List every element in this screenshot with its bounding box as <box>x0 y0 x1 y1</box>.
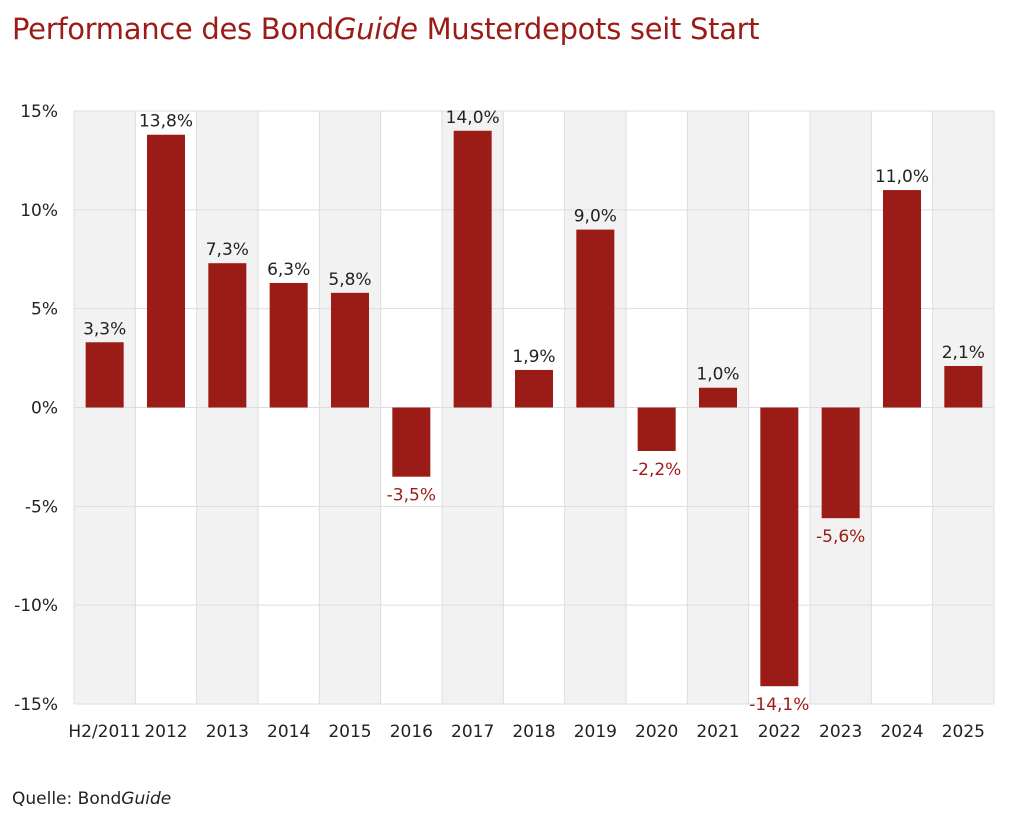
x-tick-label: 2015 <box>328 722 371 742</box>
source-note: Quelle: BondGuide <box>12 789 171 809</box>
bar <box>699 387 737 408</box>
source-italic: Guide <box>121 789 172 809</box>
data-label: -5,6% <box>816 527 865 547</box>
chart-title-pre: Performance des Bond <box>12 12 334 46</box>
data-label: 13,8% <box>139 112 193 132</box>
bar <box>392 407 431 477</box>
x-tick-label: 2024 <box>880 722 923 742</box>
bar <box>331 292 369 408</box>
y-tick-label: -5% <box>25 497 58 517</box>
x-tick-label: 2023 <box>819 722 862 742</box>
y-tick-label: 10% <box>20 201 58 221</box>
data-label: 6,3% <box>267 260 310 280</box>
bar <box>515 369 553 408</box>
data-label: 3,3% <box>83 319 126 339</box>
bar <box>208 263 247 408</box>
x-tick-label: 2012 <box>144 722 187 742</box>
x-tick-label: 2021 <box>696 722 739 742</box>
data-label: -2,2% <box>632 460 681 480</box>
bar <box>821 407 860 519</box>
chart-title-post: Musterdepots seit Start <box>417 12 760 46</box>
y-tick-label: -10% <box>14 596 58 616</box>
x-tick-label: 2022 <box>758 722 801 742</box>
source-pre: Quelle: Bond <box>12 789 122 809</box>
bar <box>147 134 185 408</box>
bar <box>883 190 921 408</box>
data-label: 5,8% <box>328 270 371 290</box>
x-tick-label: 2025 <box>942 722 985 742</box>
x-tick-label: 2014 <box>267 722 310 742</box>
data-label: -3,5% <box>387 486 436 506</box>
bar <box>453 130 492 408</box>
bar <box>637 407 676 451</box>
data-label: 2,1% <box>942 343 985 363</box>
y-tick-label: 0% <box>31 399 58 419</box>
data-label: 11,0% <box>875 167 929 187</box>
x-tick-label: H2/2011 <box>68 722 141 742</box>
bar <box>944 365 983 408</box>
x-tick-label: 2016 <box>390 722 433 742</box>
data-label: 9,0% <box>574 207 617 227</box>
y-tick-label: 5% <box>31 300 58 320</box>
y-tick-label: -15% <box>14 695 58 715</box>
data-label: 7,3% <box>206 240 249 260</box>
data-label: -14,1% <box>749 695 809 715</box>
bar <box>760 407 799 687</box>
data-label: 1,0% <box>696 365 739 385</box>
bar <box>269 282 308 408</box>
x-tick-label: 2018 <box>512 722 555 742</box>
chart-title-italic: Guide <box>334 12 418 46</box>
bar <box>576 229 615 408</box>
bar <box>85 342 124 408</box>
chart-title: Performance des BondGuide Musterdepots s… <box>12 12 760 46</box>
data-label: 1,9% <box>512 347 555 367</box>
x-tick-label: 2019 <box>574 722 617 742</box>
x-tick-label: 2020 <box>635 722 678 742</box>
data-label: 14,0% <box>446 108 500 128</box>
y-tick-label: 15% <box>20 102 58 122</box>
x-tick-label: 2017 <box>451 722 494 742</box>
x-tick-label: 2013 <box>206 722 249 742</box>
